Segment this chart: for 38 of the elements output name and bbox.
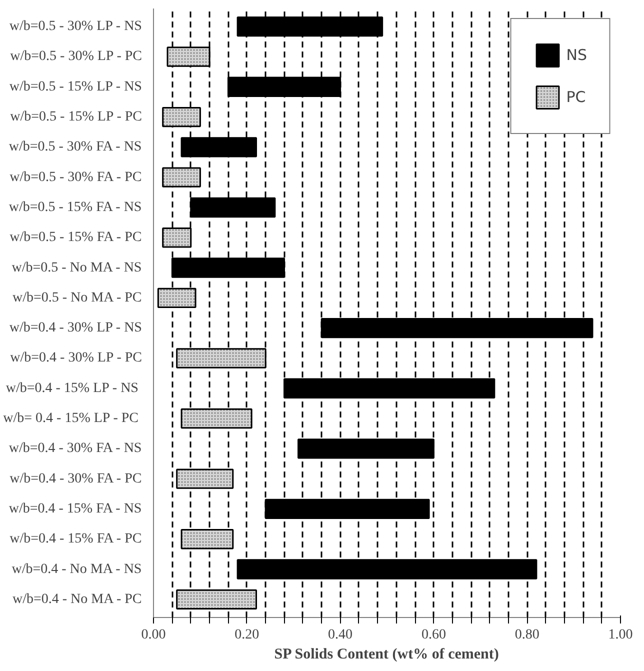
y-tick-label: w/b=0.4 - 30% FA - NS — [8, 441, 142, 456]
y-tick-label: w/b= 0.4 - 15% LP - PC — [3, 411, 138, 426]
y-tick-label: w/b=0.4 - 30% LP - NS — [9, 320, 142, 336]
y-tick-label: w/b=0.5 - 30% FA - PC — [10, 170, 142, 185]
y-tick-label: w/b=0.5 - 15% FA - PC — [10, 230, 142, 246]
y-tick-label: w/b=0.5 - 30% LP - PC — [10, 49, 142, 64]
y-tick-label: w/b=0.4 - No MA - NS — [12, 562, 142, 577]
bar — [298, 438, 434, 459]
x-tick-label: 0.00 — [141, 628, 166, 642]
bar — [284, 378, 496, 398]
legend-label: PC — [566, 88, 586, 106]
y-tick-label: w/b=0.4 - 15% LP - NS — [6, 380, 138, 396]
bar — [190, 197, 276, 218]
x-tick-label: 0.40 — [328, 628, 353, 642]
bar — [320, 318, 594, 338]
bar — [180, 137, 257, 158]
x-tick-label: 0.20 — [234, 628, 260, 642]
x-axis-title: SP Solids Content (wt% of cement) — [274, 646, 499, 662]
x-tick-label: 0.80 — [514, 628, 540, 642]
y-tick-label: w/b=0.4 - 15% FA - NS — [8, 501, 142, 516]
y-tick-label: w/b=0.5 - 30% LP - NS — [9, 19, 142, 34]
bar — [227, 76, 342, 97]
y-tick-label: w/b=0.4 - 30% FA - PC — [10, 471, 142, 486]
y-tick-label: w/b=0.4 - 30% LP - PC — [10, 350, 142, 366]
y-tick-label: w/b=0.5 - 15% FA - NS — [8, 200, 142, 215]
y-tick-label: w/b=0.5 - No MA - PC — [12, 290, 142, 306]
x-tick-label: 1.00 — [608, 628, 633, 642]
bar — [264, 498, 430, 520]
y-tick-label: w/b=0.5 - No MA - NS — [12, 260, 142, 276]
y-tick-label: w/b=0.5 - 15% LP - PC — [10, 110, 142, 125]
y-tick-label: w/b=0.4 - No MA - PC — [12, 592, 142, 607]
x-tick-label: 0.60 — [421, 628, 446, 642]
y-tick-label: w/b=0.4 - 15% FA - PC — [10, 532, 142, 547]
y-tick-label: w/b=0.5 - 15% LP - NS — [9, 79, 142, 94]
bar — [236, 16, 384, 37]
y-tick-label: w/b=0.5 - 30% FA - NS — [8, 140, 142, 155]
legend-label: NS — [566, 46, 587, 64]
bar — [236, 559, 538, 580]
